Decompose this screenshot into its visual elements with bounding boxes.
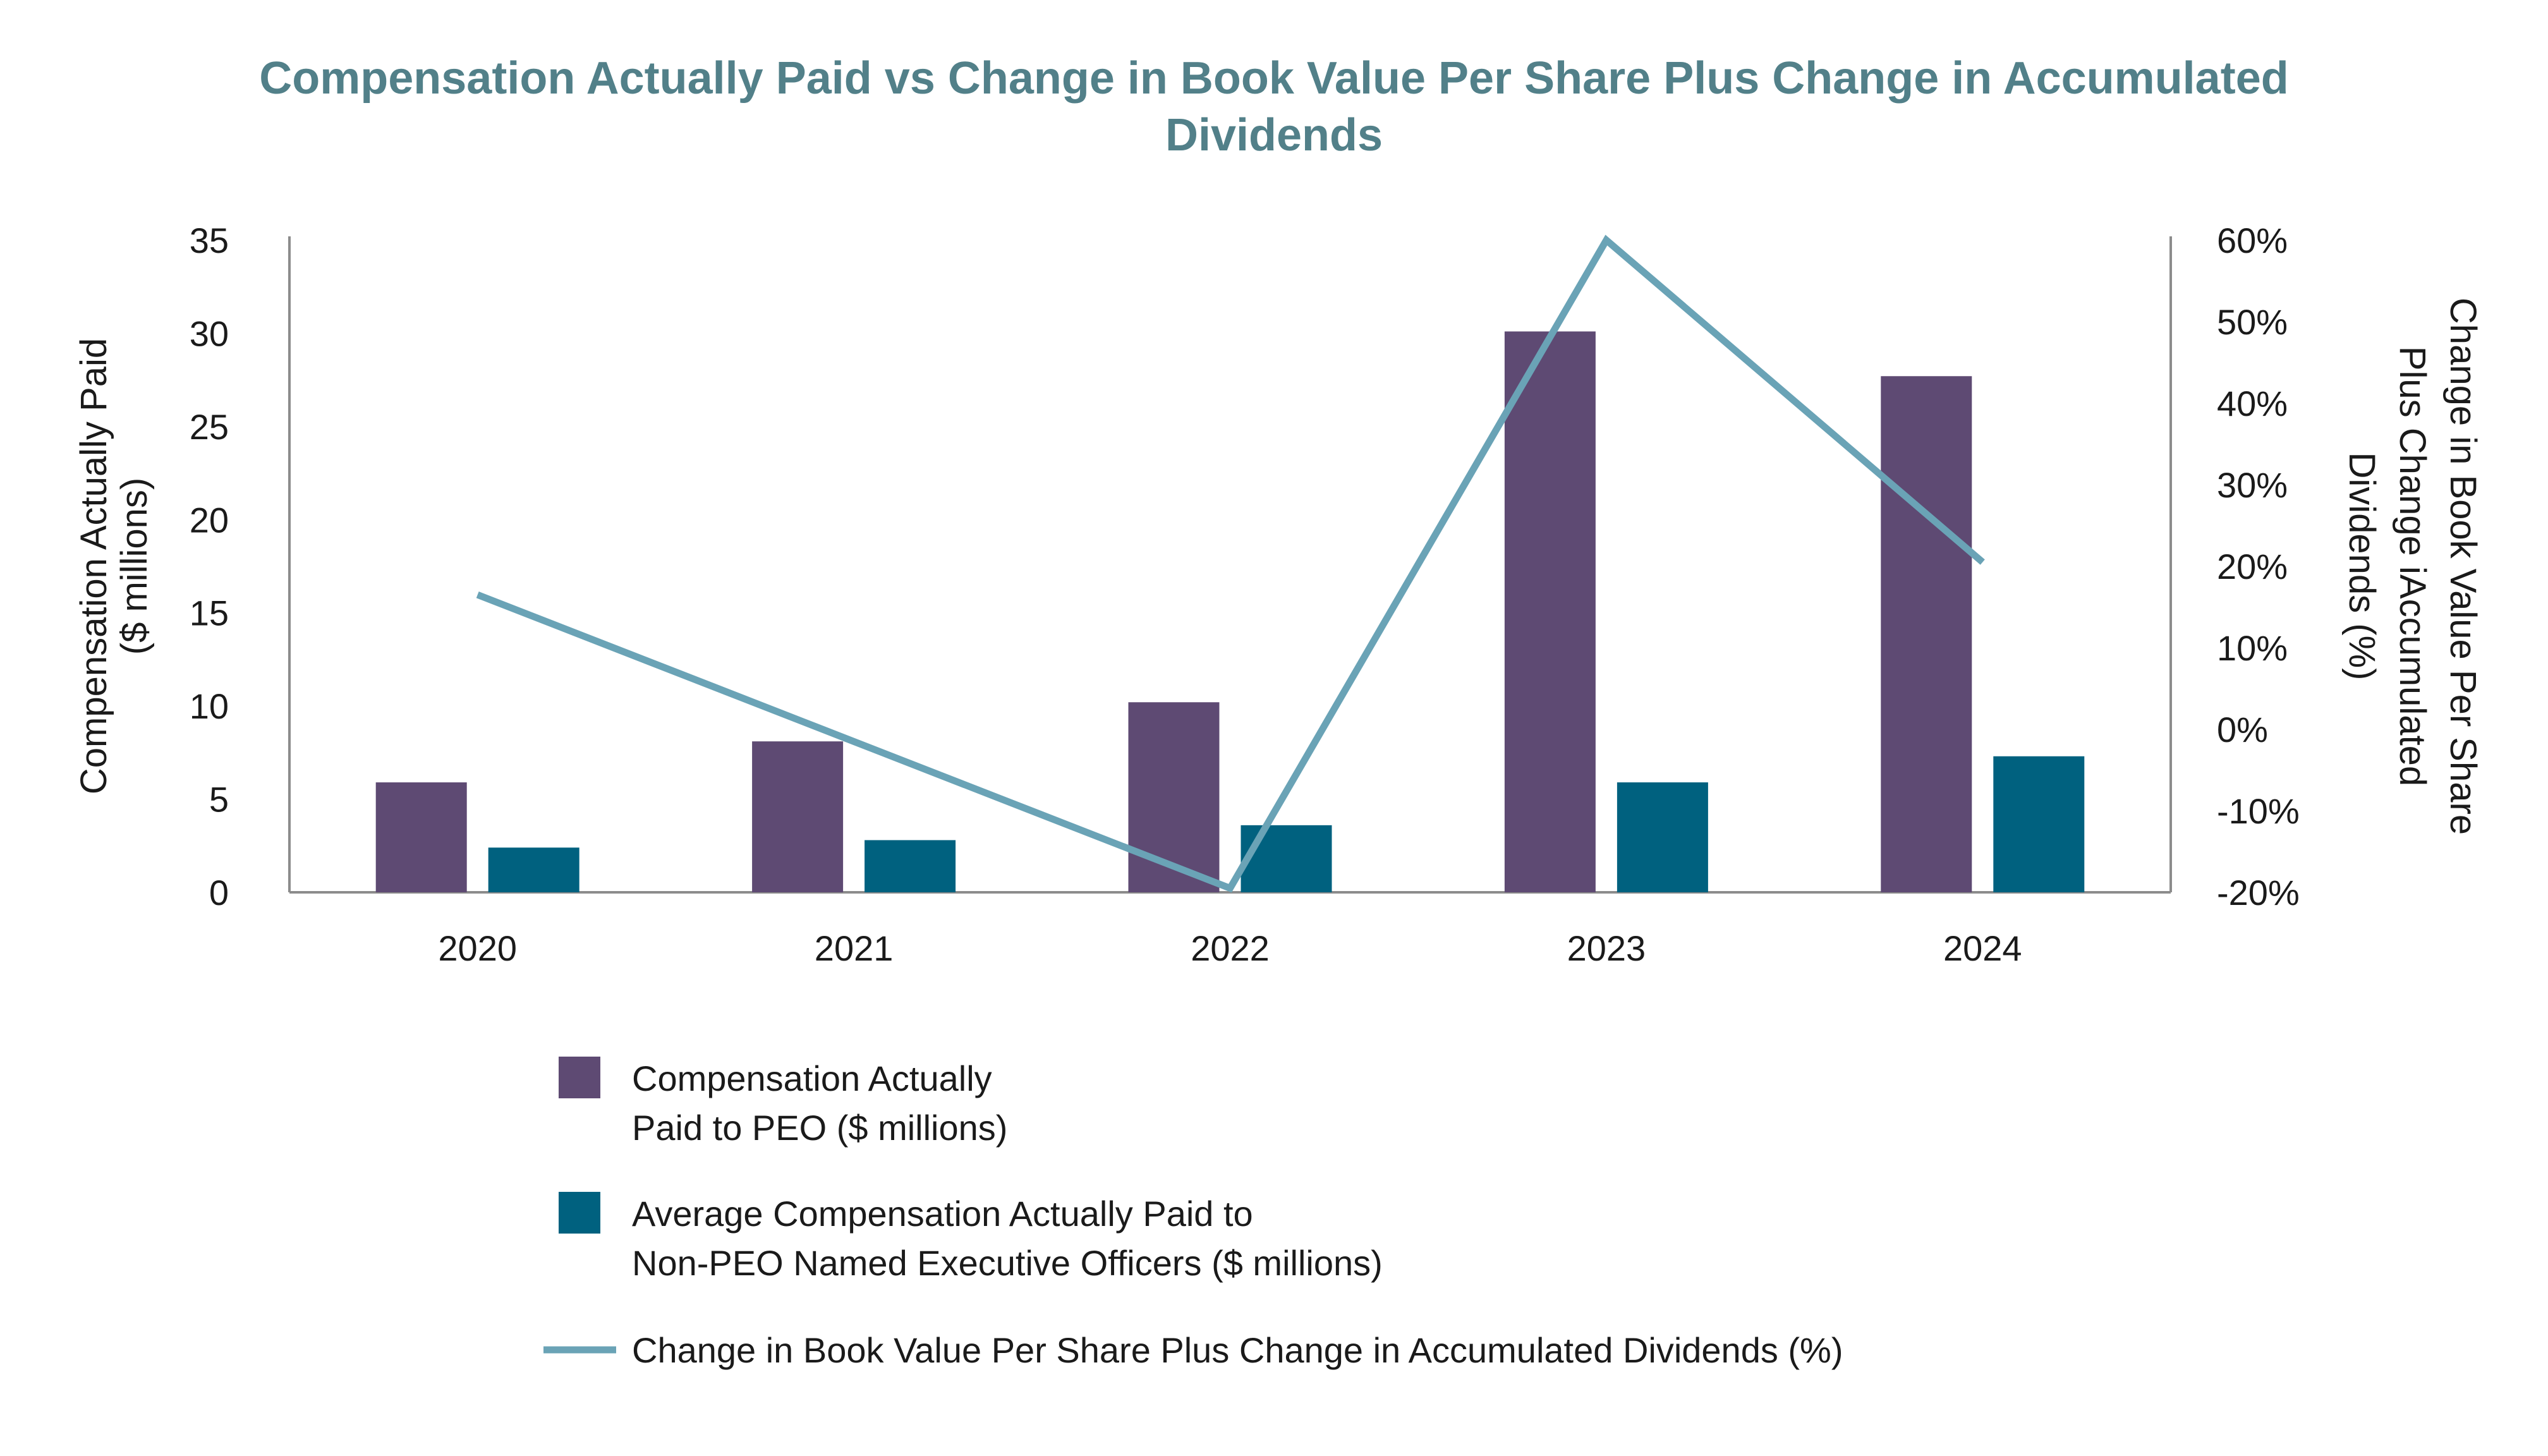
bar-peo-2022 — [1128, 702, 1220, 892]
chart-title-line: Compensation Actually Paid vs Change in … — [259, 53, 2288, 104]
legend-item: Change in Book Value Per Share Plus Chan… — [543, 1330, 1843, 1370]
y-right-tick-label: -10% — [2217, 791, 2300, 831]
y-left-axis-title-line: ($ millions) — [114, 478, 155, 655]
legend-label-line: Average Compensation Actually Paid to — [632, 1194, 1253, 1234]
y-right-tick-label: 30% — [2217, 465, 2288, 505]
x-tick-label: 2020 — [438, 928, 517, 968]
y-right-tick-label: 0% — [2217, 710, 2268, 749]
y-left-tick-label: 0 — [209, 873, 229, 913]
y-right-tick-labels: -20% -10% 0% 10% 20% 30% 40% 50% 60% — [2217, 221, 2300, 913]
chart-title: Compensation Actually Paid vs Change in … — [259, 53, 2288, 161]
y-left-tick-label: 20 — [190, 500, 229, 540]
chart-title-line: Dividends — [1165, 110, 1383, 161]
bar-non-peo-2021 — [864, 840, 956, 892]
y-right-axis-title-line: Change in Book Value Per Share — [2442, 298, 2484, 835]
y-right-tick-label: -20% — [2217, 873, 2300, 913]
legend: Compensation Actually Paid to PEO ($ mill… — [543, 1057, 1843, 1370]
bar-non-peo-2020 — [488, 847, 579, 892]
y-left-tick-label: 15 — [190, 593, 229, 633]
x-tick-label: 2023 — [1567, 928, 1646, 968]
bar-peo-2023 — [1504, 331, 1596, 892]
x-tick-labels: 2020 2021 2022 2023 2024 — [438, 928, 2022, 968]
bar-non-peo-2022 — [1241, 825, 1332, 892]
y-left-axis-title-line: Compensation Actually Paid — [73, 338, 114, 794]
y-right-axis-title-line: Dividends (%) — [2341, 452, 2382, 681]
y-right-tick-label: 10% — [2217, 628, 2288, 668]
legend-item: Compensation Actually Paid to PEO ($ mill… — [559, 1057, 1007, 1148]
y-left-tick-label: 10 — [190, 686, 229, 726]
bars — [375, 331, 2085, 892]
legend-swatch — [559, 1192, 600, 1234]
bar-non-peo-2024 — [1993, 756, 2085, 892]
bar-non-peo-2023 — [1617, 782, 1708, 892]
y-left-tick-labels: 0 5 10 15 20 25 30 35 — [190, 221, 229, 913]
y-left-tick-label: 35 — [190, 221, 229, 260]
y-left-tick-label: 5 — [209, 780, 229, 820]
y-right-tick-label: 20% — [2217, 547, 2288, 586]
legend-label-line: Compensation Actually — [632, 1059, 992, 1098]
legend-item: Average Compensation Actually Paid to Non… — [559, 1192, 1383, 1283]
y-left-tick-label: 30 — [190, 313, 229, 353]
x-tick-label: 2022 — [1191, 928, 1270, 968]
y-right-tick-label: 60% — [2217, 221, 2288, 260]
legend-label-line: Non-PEO Named Executive Officers ($ mill… — [632, 1243, 1383, 1283]
bar-peo-2021 — [752, 741, 844, 892]
y-left-tick-label: 25 — [190, 407, 229, 447]
bar-peo-2020 — [375, 782, 467, 892]
axes — [288, 236, 2172, 894]
legend-swatch — [559, 1057, 600, 1098]
legend-label-line: Paid to PEO ($ millions) — [632, 1108, 1007, 1148]
bar-peo-2024 — [1881, 376, 1972, 892]
y-right-tick-label: 50% — [2217, 302, 2288, 342]
legend-label-line: Change in Book Value Per Share Plus Chan… — [632, 1330, 1843, 1370]
x-tick-label: 2024 — [1943, 928, 2022, 968]
y-right-tick-label: 40% — [2217, 384, 2288, 423]
x-tick-label: 2021 — [815, 928, 894, 968]
line-series — [476, 234, 1985, 893]
y-right-axis-title-line: Plus Change iAccumulated — [2392, 346, 2433, 786]
line-book-value-change — [476, 234, 1985, 893]
y-left-axis-title: Compensation Actually Paid ($ millions) — [73, 338, 155, 794]
